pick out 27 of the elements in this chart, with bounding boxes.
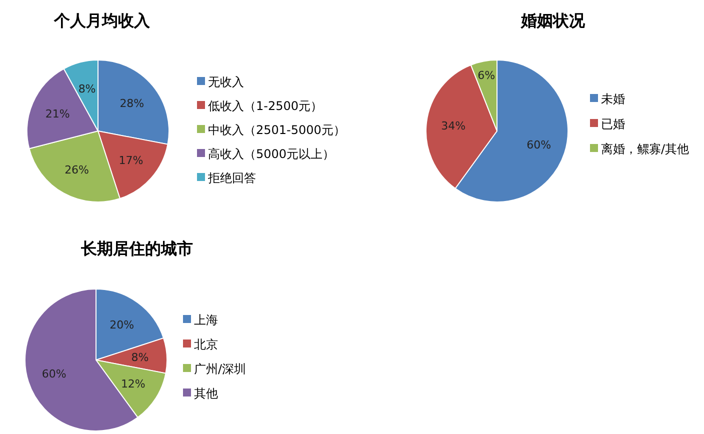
legend-label: 中收入（2501-5000元） xyxy=(208,123,346,137)
data-label: 8% xyxy=(131,351,149,364)
legend-label: 无收入 xyxy=(208,75,244,89)
data-label: 60% xyxy=(42,368,66,381)
legend-label: 低收入（1-2500元） xyxy=(208,99,323,113)
data-label: 6% xyxy=(478,69,496,82)
legend-label: 北京 xyxy=(194,338,218,352)
data-label: 21% xyxy=(45,108,70,121)
legend-label: 其他 xyxy=(194,386,218,400)
chart-title: 个人月均收入 xyxy=(53,11,151,30)
data-label: 20% xyxy=(110,318,134,332)
data-label: 12% xyxy=(120,378,146,391)
legend-label: 拒绝回答 xyxy=(207,171,256,185)
data-label: 8% xyxy=(78,82,96,96)
data-label: 26% xyxy=(64,164,90,177)
data-label: 17% xyxy=(118,154,144,168)
legend-label: 广州/深圳 xyxy=(194,362,246,376)
legend-label: 上海 xyxy=(194,313,218,327)
legend-label: 未婚 xyxy=(601,92,625,106)
data-label: 28% xyxy=(120,96,144,110)
chart-title: 长期居住的城市 xyxy=(80,239,193,258)
legend-label: 已婚 xyxy=(601,117,625,131)
legend-label: 离婚，鳏寡/其他 xyxy=(601,142,690,156)
legend-label: 高收入（5000元以上） xyxy=(208,147,335,161)
data-label: 34% xyxy=(441,119,466,132)
chart-title: 婚姻状况 xyxy=(520,11,586,30)
data-label: 60% xyxy=(526,138,552,152)
